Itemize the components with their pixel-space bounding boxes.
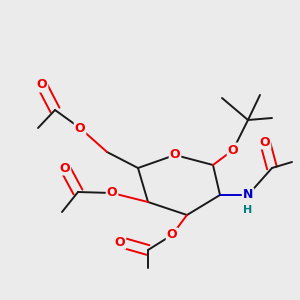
Text: O: O xyxy=(75,122,85,134)
Text: O: O xyxy=(228,143,238,157)
Text: O: O xyxy=(167,229,177,242)
Text: O: O xyxy=(115,236,125,248)
Text: O: O xyxy=(260,136,270,148)
Text: H: H xyxy=(243,205,253,215)
Text: O: O xyxy=(170,148,180,161)
Text: O: O xyxy=(60,161,70,175)
Text: O: O xyxy=(107,187,117,200)
Text: O: O xyxy=(37,79,47,92)
Text: N: N xyxy=(243,188,253,202)
